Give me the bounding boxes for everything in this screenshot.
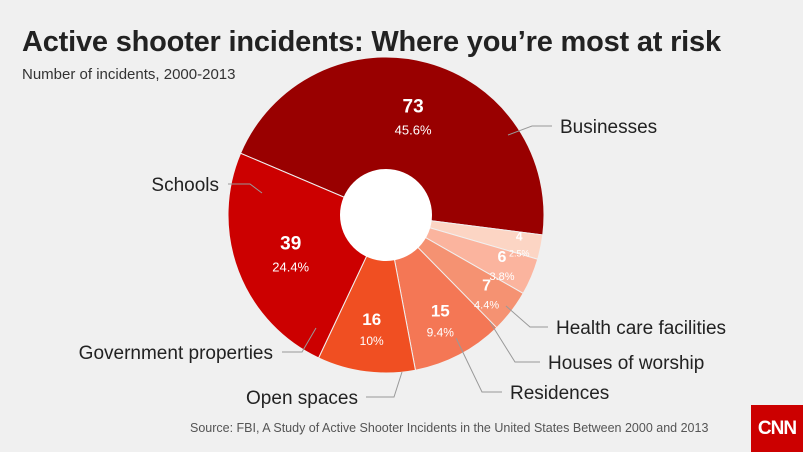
leader-line-government-properties (282, 327, 317, 353)
category-label-schools: Schools (151, 175, 219, 196)
source-note: Source: FBI, A Study of Active Shooter I… (190, 421, 709, 435)
value-label-schools: 39 (280, 233, 301, 254)
percent-label-houses-of-worship: 3.8% (489, 271, 514, 283)
category-label-residences: Residences (510, 383, 609, 404)
category-label-houses-of-worship: Houses of worship (548, 353, 704, 374)
percent-label-residences: 4.4% (474, 300, 499, 312)
cnn-logo: CNN (751, 405, 803, 452)
leader-line-houses-of-worship (489, 321, 540, 363)
category-label-businesses: Businesses (560, 117, 657, 138)
percent-label-health-care-facilities: 2.5% (509, 249, 530, 259)
leader-line-open-spaces (366, 371, 403, 398)
percent-label-open-spaces: 9.4% (427, 326, 455, 340)
chart-subtitle: Number of incidents, 2000-2013 (22, 66, 236, 83)
value-label-residences: 7 (482, 278, 491, 295)
value-label-health-care-facilities: 4 (516, 230, 523, 244)
percent-label-schools: 24.4% (272, 259, 309, 274)
value-label-government-properties: 16 (362, 310, 381, 329)
donut-hole (340, 169, 432, 261)
percent-label-businesses: 45.6% (395, 123, 432, 138)
value-label-businesses: 73 (403, 97, 424, 118)
leader-line-residences (455, 337, 502, 393)
value-label-open-spaces: 15 (431, 302, 450, 321)
leader-line-schools (228, 183, 263, 194)
category-label-government-properties: Government properties (79, 343, 273, 364)
value-label-houses-of-worship: 6 (498, 249, 507, 266)
slice-businesses (239, 56, 545, 236)
slice-open-spaces (385, 213, 498, 371)
leader-line-businesses (507, 125, 552, 136)
category-label-health-care-facilities: Health care facilities (556, 318, 726, 339)
category-label-open-spaces: Open spaces (246, 388, 358, 409)
percent-label-government-properties: 10% (360, 334, 384, 348)
chart-title: Active shooter incidents: Where you’re m… (22, 26, 721, 58)
leader-line-health-care-facilities (505, 305, 548, 328)
